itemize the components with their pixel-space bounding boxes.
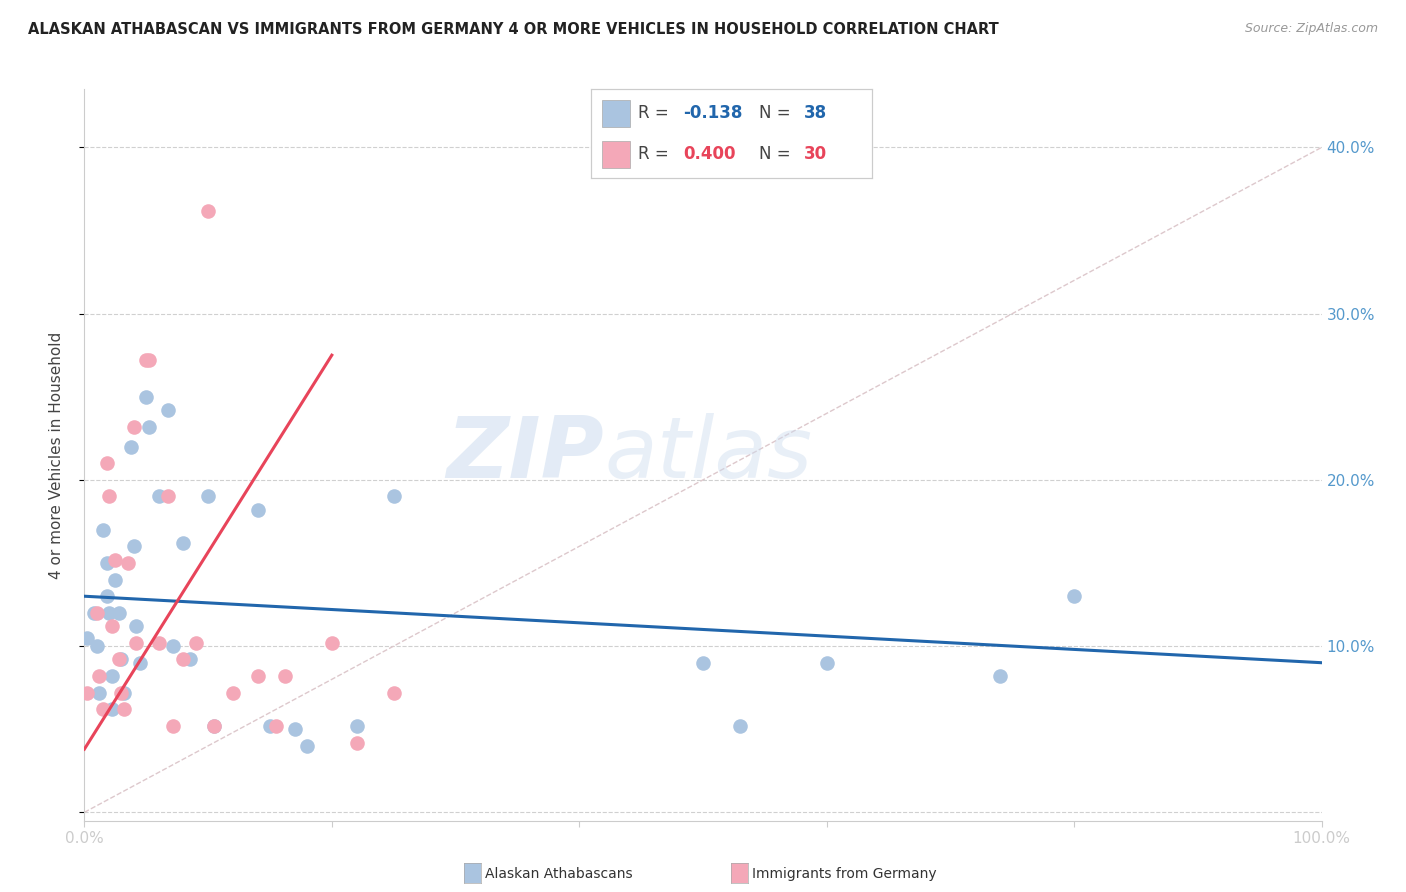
Point bbox=[125, 636, 148, 650]
Point bbox=[179, 652, 201, 666]
Point bbox=[815, 656, 838, 670]
Point bbox=[157, 490, 180, 504]
Point bbox=[104, 573, 127, 587]
Point bbox=[89, 685, 111, 699]
Text: -0.138: -0.138 bbox=[683, 104, 742, 122]
Text: ZIP: ZIP bbox=[446, 413, 605, 497]
Point bbox=[157, 403, 180, 417]
Point bbox=[274, 669, 297, 683]
Point bbox=[202, 719, 225, 733]
Point bbox=[259, 719, 281, 733]
Point bbox=[172, 536, 194, 550]
Point bbox=[172, 652, 194, 666]
Point bbox=[100, 669, 122, 683]
Point bbox=[148, 636, 170, 650]
Point bbox=[117, 556, 139, 570]
Point bbox=[295, 739, 318, 753]
Point bbox=[246, 669, 269, 683]
Point bbox=[135, 353, 157, 368]
Point bbox=[125, 619, 148, 633]
Text: 0.400: 0.400 bbox=[683, 145, 735, 163]
Y-axis label: 4 or more Vehicles in Household: 4 or more Vehicles in Household bbox=[49, 331, 63, 579]
Point bbox=[346, 719, 368, 733]
Point bbox=[346, 735, 368, 749]
Point bbox=[197, 203, 219, 218]
Bar bbox=[602, 100, 630, 127]
Text: atlas: atlas bbox=[605, 413, 813, 497]
Point bbox=[86, 639, 108, 653]
Point bbox=[91, 523, 114, 537]
Text: R =: R = bbox=[638, 104, 675, 122]
Text: Source: ZipAtlas.com: Source: ZipAtlas.com bbox=[1244, 22, 1378, 36]
Point bbox=[222, 685, 245, 699]
Point bbox=[89, 669, 111, 683]
Text: N =: N = bbox=[759, 104, 796, 122]
Point bbox=[184, 636, 207, 650]
Bar bbox=[602, 141, 630, 168]
Point bbox=[112, 685, 135, 699]
Point bbox=[76, 685, 98, 699]
Point bbox=[112, 702, 135, 716]
Point bbox=[728, 719, 751, 733]
Text: Immigrants from Germany: Immigrants from Germany bbox=[752, 867, 936, 881]
Point bbox=[162, 719, 184, 733]
Point bbox=[148, 490, 170, 504]
Text: N =: N = bbox=[759, 145, 796, 163]
Point bbox=[83, 606, 105, 620]
Text: 30: 30 bbox=[804, 145, 827, 163]
Text: 38: 38 bbox=[804, 104, 827, 122]
Point bbox=[321, 636, 343, 650]
Point bbox=[382, 490, 405, 504]
Point bbox=[86, 606, 108, 620]
Point bbox=[108, 606, 131, 620]
Point bbox=[162, 639, 184, 653]
Point bbox=[202, 719, 225, 733]
Point bbox=[96, 456, 118, 470]
Text: R =: R = bbox=[638, 145, 675, 163]
Point bbox=[135, 390, 157, 404]
Point bbox=[100, 619, 122, 633]
Point bbox=[1063, 589, 1085, 603]
Point bbox=[104, 552, 127, 566]
Point bbox=[100, 702, 122, 716]
Point bbox=[76, 631, 98, 645]
Point bbox=[91, 702, 114, 716]
Point bbox=[382, 685, 405, 699]
Point bbox=[98, 490, 121, 504]
Point bbox=[197, 490, 219, 504]
Point bbox=[122, 419, 145, 434]
Point bbox=[988, 669, 1011, 683]
Point bbox=[96, 556, 118, 570]
Point bbox=[98, 606, 121, 620]
Point bbox=[129, 656, 152, 670]
Point bbox=[120, 440, 142, 454]
Point bbox=[264, 719, 287, 733]
Point bbox=[122, 539, 145, 553]
Point bbox=[110, 685, 132, 699]
Point bbox=[138, 353, 160, 368]
Point bbox=[284, 723, 307, 737]
Point bbox=[692, 656, 714, 670]
Text: Alaskan Athabascans: Alaskan Athabascans bbox=[485, 867, 633, 881]
Point bbox=[110, 652, 132, 666]
Point bbox=[96, 589, 118, 603]
Text: ALASKAN ATHABASCAN VS IMMIGRANTS FROM GERMANY 4 OR MORE VEHICLES IN HOUSEHOLD CO: ALASKAN ATHABASCAN VS IMMIGRANTS FROM GE… bbox=[28, 22, 998, 37]
Point bbox=[108, 652, 131, 666]
Point bbox=[246, 502, 269, 516]
Point bbox=[138, 419, 160, 434]
